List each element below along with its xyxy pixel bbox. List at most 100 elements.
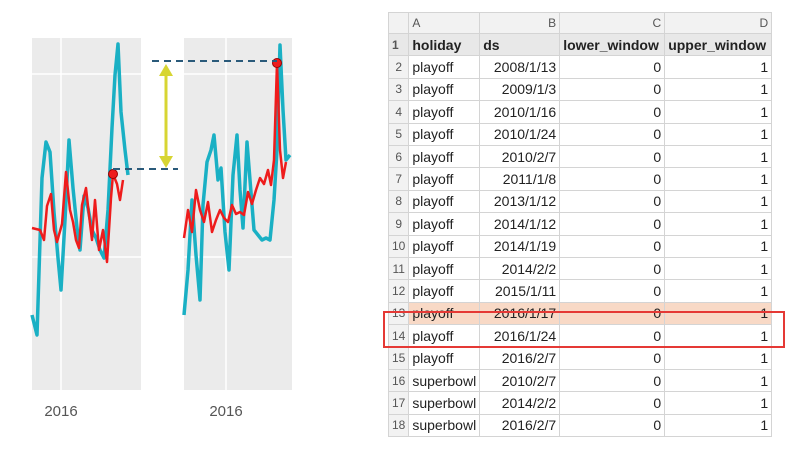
- row-number[interactable]: 12: [387, 279, 410, 303]
- row-number[interactable]: 7: [387, 167, 410, 191]
- cell-ds[interactable]: 2014/2/2: [479, 391, 561, 415]
- column-header-b[interactable]: B: [479, 12, 561, 34]
- row-number[interactable]: 9: [387, 212, 410, 236]
- cell-upper-window[interactable]: 1: [664, 346, 773, 370]
- cell-lower-window[interactable]: 0: [559, 212, 666, 236]
- cell-ds[interactable]: 2016/1/24: [479, 324, 561, 348]
- cell-upper-window[interactable]: 1: [664, 413, 773, 438]
- cell-lower-window[interactable]: 0: [559, 234, 666, 258]
- cell-holiday[interactable]: playoff: [408, 122, 481, 146]
- cell-ds[interactable]: 2010/2/7: [479, 144, 561, 169]
- cell-lower-window[interactable]: 0: [559, 346, 666, 370]
- cell-holiday[interactable]: playoff: [408, 189, 481, 214]
- cell-holiday[interactable]: playoff: [408, 324, 481, 348]
- cell-holiday[interactable]: playoff: [408, 144, 481, 169]
- cell-holiday[interactable]: playoff: [408, 212, 481, 236]
- cell-upper-window[interactable]: 1: [664, 100, 773, 124]
- cell-upper-window[interactable]: 1: [664, 77, 773, 102]
- cell-holiday[interactable]: superbowl: [408, 413, 481, 438]
- cell-ds[interactable]: 2009/1/3: [479, 77, 561, 102]
- cell-holiday-header[interactable]: holiday: [408, 32, 481, 57]
- cell-upper-window[interactable]: 1: [664, 391, 773, 415]
- cell-upper-window[interactable]: 1: [664, 167, 773, 191]
- row-number[interactable]: 8: [387, 189, 410, 214]
- cell-lower-window[interactable]: 0: [559, 189, 666, 214]
- row-number[interactable]: 15: [387, 346, 410, 370]
- row-number[interactable]: 2: [387, 55, 410, 79]
- cell-lower-window[interactable]: 0: [559, 324, 666, 348]
- column-header-d[interactable]: D: [664, 12, 773, 34]
- cell-ds[interactable]: 2015/1/11: [479, 279, 561, 303]
- row-number[interactable]: 16: [387, 368, 410, 393]
- cell-ds[interactable]: 2010/1/16: [479, 100, 561, 124]
- cell-lower-window[interactable]: 0: [559, 256, 666, 281]
- cell-holiday[interactable]: playoff: [408, 77, 481, 102]
- row-number[interactable]: 14: [387, 324, 410, 348]
- cell-upper-window[interactable]: 1: [664, 279, 773, 303]
- cell-lower-window[interactable]: 0: [559, 279, 666, 303]
- cell-lower-window[interactable]: 0: [559, 413, 666, 438]
- cell-ds[interactable]: 2010/2/7: [479, 368, 561, 393]
- row-number[interactable]: 18: [387, 413, 410, 438]
- cell-ds[interactable]: 2010/1/24: [479, 122, 561, 146]
- row-number[interactable]: 11: [387, 256, 410, 281]
- cell-upper-window[interactable]: 1: [664, 324, 773, 348]
- cell-lower-window[interactable]: 0: [559, 167, 666, 191]
- column-header-c[interactable]: C: [559, 12, 666, 34]
- row-number[interactable]: 6: [387, 144, 410, 169]
- table-row: 5 playoff 2010/1/24 0 1: [387, 122, 773, 146]
- cell-ds[interactable]: 2016/1/17: [479, 301, 561, 326]
- cell-lower-window[interactable]: 0: [559, 100, 666, 124]
- cell-holiday[interactable]: playoff: [408, 279, 481, 303]
- cell-upper-window[interactable]: 1: [664, 122, 773, 146]
- row-number[interactable]: 17: [387, 391, 410, 415]
- cell-upper-window-header[interactable]: upper_window: [664, 32, 773, 57]
- cell-holiday[interactable]: playoff: [408, 55, 481, 79]
- select-all-corner[interactable]: [387, 12, 410, 34]
- cell-holiday[interactable]: playoff: [408, 256, 481, 281]
- row-number[interactable]: 5: [387, 122, 410, 146]
- cell-lower-window[interactable]: 0: [559, 55, 666, 79]
- cell-lower-window[interactable]: 0: [559, 77, 666, 102]
- cell-upper-window[interactable]: 1: [664, 301, 773, 326]
- cell-upper-window[interactable]: 1: [664, 144, 773, 169]
- cell-lower-window[interactable]: 0: [559, 391, 666, 415]
- cell-holiday[interactable]: playoff: [408, 301, 481, 326]
- column-header-row: A B C D: [387, 12, 773, 34]
- cell-holiday[interactable]: playoff: [408, 346, 481, 370]
- table-row: 8 playoff 2013/1/12 0 1: [387, 189, 773, 214]
- cell-ds[interactable]: 2014/1/19: [479, 234, 561, 258]
- cell-holiday[interactable]: superbowl: [408, 368, 481, 393]
- cell-upper-window[interactable]: 1: [664, 212, 773, 236]
- cell-ds[interactable]: 2013/1/12: [479, 189, 561, 214]
- cell-lower-window[interactable]: 0: [559, 122, 666, 146]
- cell-upper-window[interactable]: 1: [664, 234, 773, 258]
- cell-lower-window[interactable]: 0: [559, 144, 666, 169]
- cell-ds[interactable]: 2016/2/7: [479, 346, 561, 370]
- cell-ds-header[interactable]: ds: [479, 32, 561, 57]
- cell-upper-window[interactable]: 1: [664, 189, 773, 214]
- cell-ds[interactable]: 2016/2/7: [479, 413, 561, 438]
- cell-holiday[interactable]: playoff: [408, 100, 481, 124]
- row-number[interactable]: 4: [387, 100, 410, 124]
- row-number[interactable]: 10: [387, 234, 410, 258]
- cell-holiday[interactable]: superbowl: [408, 391, 481, 415]
- cell-holiday[interactable]: playoff: [408, 167, 481, 191]
- row-number[interactable]: 13: [387, 301, 410, 326]
- table-row: 17 superbowl 2014/2/2 0 1: [387, 391, 773, 415]
- cell-upper-window[interactable]: 1: [664, 256, 773, 281]
- cell-lower-window-header[interactable]: lower_window: [559, 32, 666, 57]
- row-number[interactable]: 3: [387, 77, 410, 102]
- table-row: 9 playoff 2014/1/12 0 1: [387, 212, 773, 236]
- cell-lower-window[interactable]: 0: [559, 368, 666, 393]
- cell-ds[interactable]: 2011/1/8: [479, 167, 561, 191]
- cell-ds[interactable]: 2014/1/12: [479, 212, 561, 236]
- cell-ds[interactable]: 2014/2/2: [479, 256, 561, 281]
- cell-holiday[interactable]: playoff: [408, 234, 481, 258]
- cell-ds[interactable]: 2008/1/13: [479, 55, 561, 79]
- row-number[interactable]: 1: [387, 32, 410, 57]
- cell-upper-window[interactable]: 1: [664, 55, 773, 79]
- column-header-a[interactable]: A: [408, 12, 481, 34]
- cell-upper-window[interactable]: 1: [664, 368, 773, 393]
- cell-lower-window[interactable]: 0: [559, 301, 666, 326]
